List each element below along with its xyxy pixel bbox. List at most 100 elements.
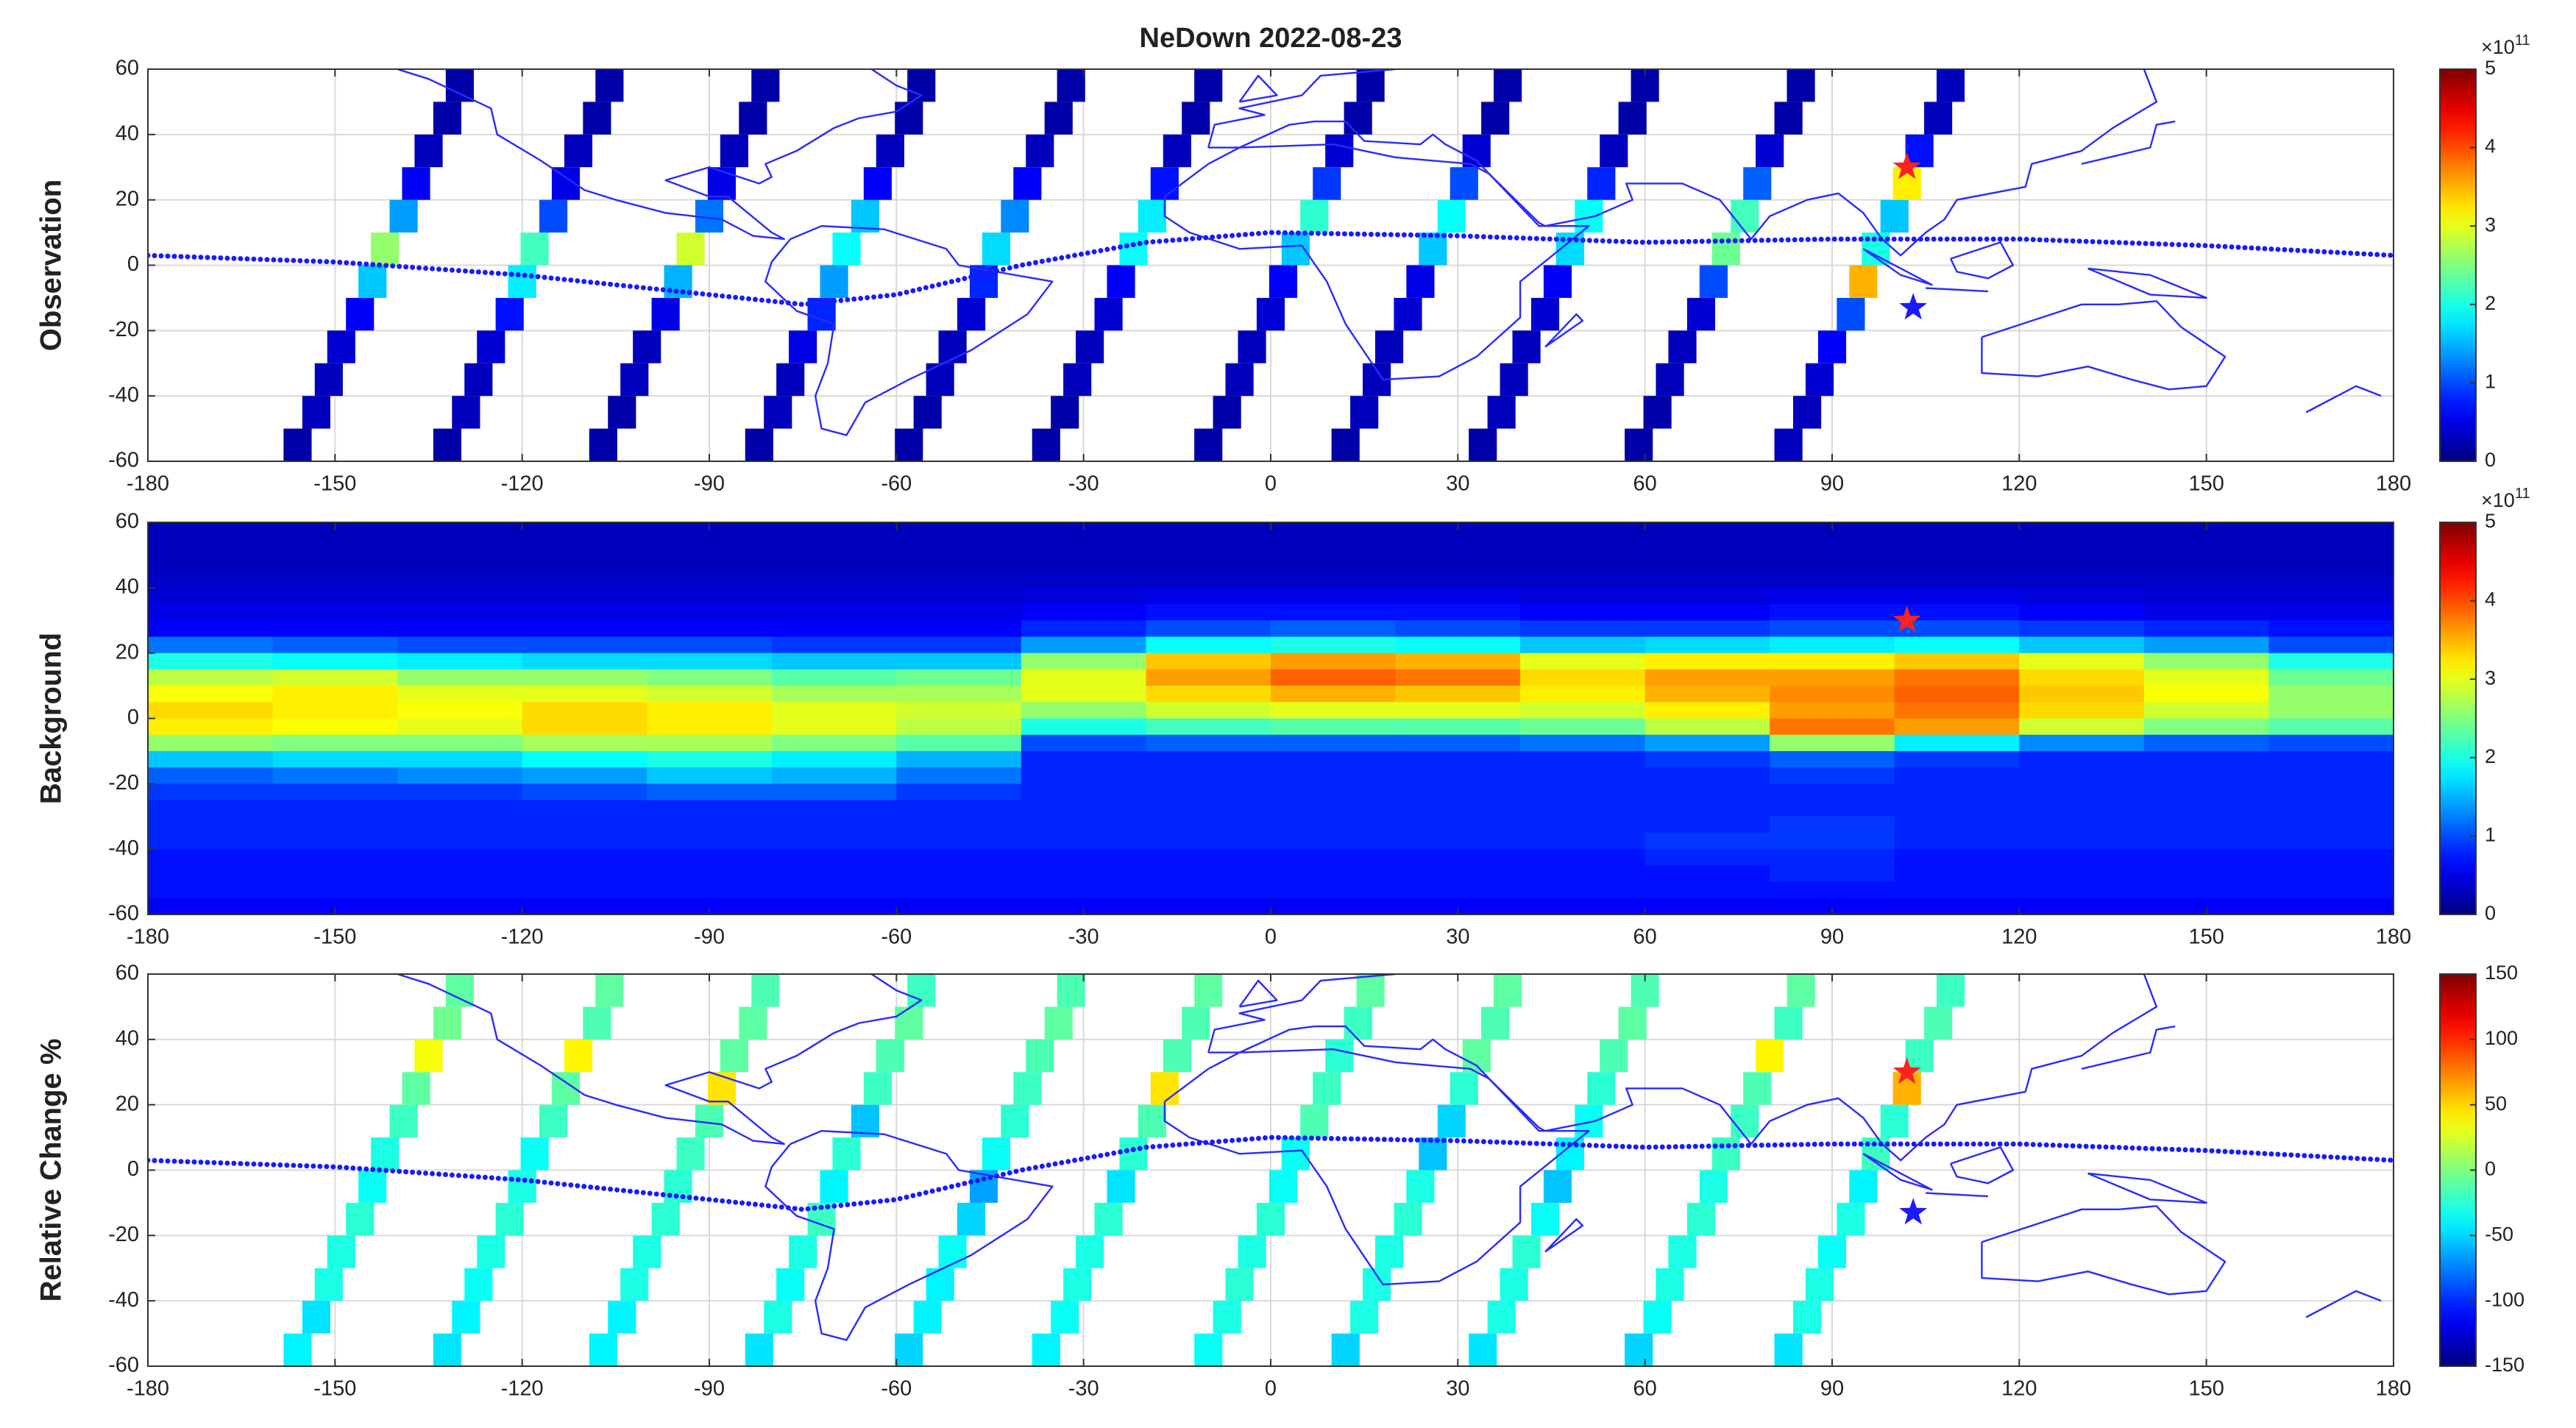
track-cell	[1300, 1104, 1329, 1138]
track-cell	[495, 1202, 524, 1236]
colorbar-tick-label: 1	[2485, 824, 2496, 846]
track-cell	[1032, 1333, 1060, 1366]
heatmap-cell	[647, 620, 773, 638]
heatmap-cell	[1021, 587, 1147, 605]
heatmap-cell	[272, 832, 398, 850]
heatmap-cell	[2143, 832, 2270, 850]
y-tick-label: 0	[127, 252, 139, 276]
heatmap-cell	[771, 669, 898, 686]
heatmap-cell	[522, 702, 648, 720]
x-tick-label: -180	[127, 472, 169, 496]
heatmap-cell	[1146, 816, 1271, 834]
heatmap-cell	[1770, 881, 1895, 899]
heatmap-cell	[522, 636, 648, 654]
x-tick-label: 30	[1446, 1377, 1469, 1401]
heatmap-cell	[148, 571, 274, 589]
x-tick-label: 30	[1446, 926, 1469, 949]
track-cell	[863, 1072, 892, 1105]
colorbar-tick-label: -150	[2485, 1354, 2524, 1376]
track-cell	[938, 330, 967, 363]
x-tick-label: -180	[127, 926, 169, 949]
heatmap-cell	[1520, 816, 1646, 834]
heatmap-cell	[1520, 881, 1646, 899]
heatmap-cell	[2143, 784, 2270, 801]
heatmap-cell	[1644, 750, 1771, 768]
x-tick-label: -180	[127, 1377, 169, 1401]
heatmap-cell	[522, 881, 648, 899]
track-cell	[1937, 974, 1965, 1007]
colorbar-tick-label: 100	[2485, 1027, 2518, 1049]
track-cell	[1119, 232, 1148, 266]
heatmap-cell	[2143, 865, 2270, 883]
track-cell	[1880, 199, 1909, 233]
colorbar-tick-label: 0	[2485, 449, 2496, 471]
track-cell	[1194, 1333, 1223, 1366]
heatmap-cell	[1644, 620, 1771, 638]
heatmap-cell	[1021, 669, 1147, 686]
y-tick-label: -40	[108, 836, 139, 860]
track-cell	[1656, 1268, 1684, 1301]
track-cell	[1849, 1170, 1878, 1203]
heatmap-cell	[1520, 653, 1646, 670]
heatmap-cell	[1395, 604, 1521, 622]
heatmap-cell	[1894, 555, 2020, 572]
heatmap-cell	[2019, 767, 2145, 785]
track-cell	[583, 102, 611, 135]
track-cell	[832, 232, 861, 266]
heatmap-cell	[2268, 571, 2394, 589]
track-cell	[1686, 1202, 1716, 1236]
track-cell	[1238, 330, 1266, 363]
x-tick-label: 120	[2001, 926, 2037, 949]
track-cell	[358, 1170, 387, 1203]
heatmap-cell	[771, 750, 898, 768]
exponent-power: 11	[2515, 486, 2530, 502]
x-tick-label: -120	[501, 926, 544, 949]
track-cell	[1225, 363, 1254, 397]
heatmap-cell	[1395, 750, 1521, 768]
y-tick-label: 40	[116, 1026, 139, 1050]
heatmap-cell	[2143, 539, 2270, 556]
heatmap-cell	[2019, 669, 2145, 686]
heatmap-cell	[1395, 702, 1521, 720]
track-cell	[820, 265, 848, 298]
track-cell	[1500, 1268, 1528, 1301]
track-cell	[1138, 1104, 1166, 1138]
track-cell	[1051, 396, 1079, 429]
heatmap-cell	[1770, 832, 1895, 850]
heatmap-cell	[1021, 571, 1147, 589]
colorbar-tick-label: 2	[2485, 292, 2496, 314]
heatmap-cell	[2019, 718, 2145, 736]
colorbar-tick-label: -100	[2485, 1288, 2524, 1310]
heatmap-cell	[2143, 686, 2270, 703]
track-cell	[433, 1333, 462, 1366]
track-cell	[445, 974, 474, 1007]
track-cell	[820, 1170, 848, 1203]
track-cell	[1600, 1039, 1628, 1073]
track-cell	[907, 69, 936, 102]
heatmap-cell	[2143, 849, 2270, 867]
heatmap-cell	[148, 604, 274, 622]
track-cell	[1462, 1039, 1491, 1073]
track-cell	[651, 297, 680, 331]
track-cell	[1256, 297, 1285, 331]
track-cell	[633, 330, 661, 363]
track-cell	[876, 1039, 904, 1073]
track-cell	[1450, 167, 1478, 200]
heatmap-cell	[522, 750, 648, 768]
track-cell	[1001, 1104, 1029, 1138]
heatmap-cell	[397, 750, 523, 768]
heatmap-cell	[397, 816, 523, 834]
track-cell	[1530, 1202, 1560, 1236]
x-tick-label: 0	[1265, 472, 1277, 496]
x-tick-label: 0	[1265, 926, 1277, 949]
heatmap-cell	[1520, 571, 1646, 589]
heatmap-cell	[1021, 702, 1147, 720]
heatmap-cell	[1146, 865, 1271, 883]
heatmap-cell	[1770, 620, 1895, 638]
heatmap-cell	[1644, 653, 1771, 670]
heatmap-cell	[647, 816, 773, 834]
heatmap-cell	[1894, 653, 2020, 670]
heatmap-cell	[272, 539, 398, 556]
colorbar-tick-label: 0	[2485, 1158, 2496, 1180]
